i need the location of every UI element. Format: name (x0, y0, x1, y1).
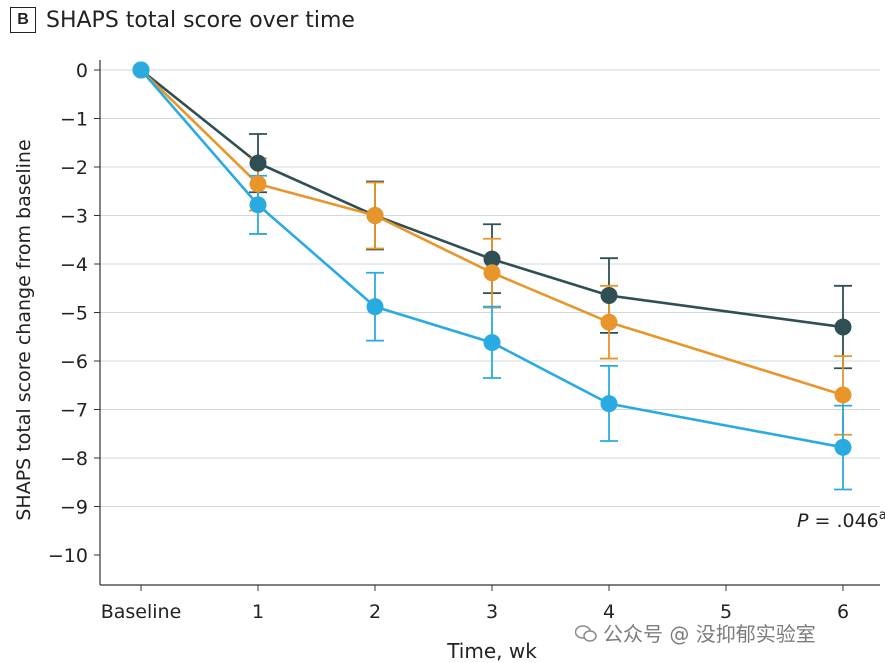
data-point (249, 154, 267, 172)
data-point (834, 438, 852, 456)
y-axis-label: SHAPS total score change from baseline (13, 139, 35, 520)
y-tick-label: −4 (60, 254, 88, 276)
data-point (132, 61, 150, 79)
y-tick-label: −3 (60, 206, 88, 228)
x-tick-label: 6 (837, 601, 849, 623)
y-tick-label: −2 (60, 157, 88, 179)
tick-labels: 0 −1 −2 −3 −4 −5 −6 −7 −8 −9 −10 Baseline 1 2 3 4 5 6 (48, 60, 849, 623)
x-tick-label: 2 (369, 601, 381, 623)
data-point (483, 250, 501, 268)
data-point (600, 313, 618, 331)
points-blue (132, 61, 852, 456)
p-superscript: a (879, 508, 885, 523)
y-tick-label: −1 (60, 109, 88, 131)
axes (94, 60, 880, 591)
x-axis-label: Time, wk (446, 639, 537, 663)
y-tick-label: 0 (76, 60, 88, 82)
y-tick-label: −10 (48, 545, 88, 567)
series-dark (140, 68, 852, 370)
watermark-text: 公众号 @ 没抑郁实验室 (603, 622, 816, 646)
x-tick-label: 1 (252, 601, 264, 623)
x-tick-label: Baseline (101, 601, 182, 623)
series-line (140, 68, 844, 329)
chart-title: SHAPS total score over time (46, 7, 355, 33)
data-point (834, 318, 852, 336)
x-tick-label: 5 (720, 601, 732, 623)
data-point (249, 196, 267, 214)
gridlines (100, 69, 880, 507)
p-value: = .046 (808, 510, 878, 532)
x-tick-label: 4 (603, 601, 615, 623)
data-point (600, 287, 618, 305)
data-point (366, 298, 384, 316)
data-point (834, 386, 852, 404)
data-point (366, 207, 384, 224)
series (132, 61, 852, 491)
series-line (140, 69, 844, 449)
data-point (483, 264, 501, 282)
y-tick-label: −6 (60, 351, 88, 373)
y-tick-label: −7 (60, 400, 88, 422)
data-point (600, 395, 618, 413)
panel-letter: B (10, 7, 36, 33)
data-point (249, 175, 267, 193)
wechat-icon (574, 624, 597, 642)
p-value-annotation: P = .046a (797, 508, 885, 532)
x-tick-label: 3 (486, 601, 498, 623)
y-tick-label: −8 (60, 448, 88, 470)
y-tick-label: −5 (60, 303, 88, 325)
data-point (483, 334, 501, 352)
y-tick-label: −9 (60, 497, 88, 519)
chart-header: B SHAPS total score over time (10, 4, 355, 36)
p-label: P (797, 510, 809, 532)
series-line (140, 69, 844, 397)
watermark: 公众号 @ 没抑郁实验室 (574, 618, 816, 647)
